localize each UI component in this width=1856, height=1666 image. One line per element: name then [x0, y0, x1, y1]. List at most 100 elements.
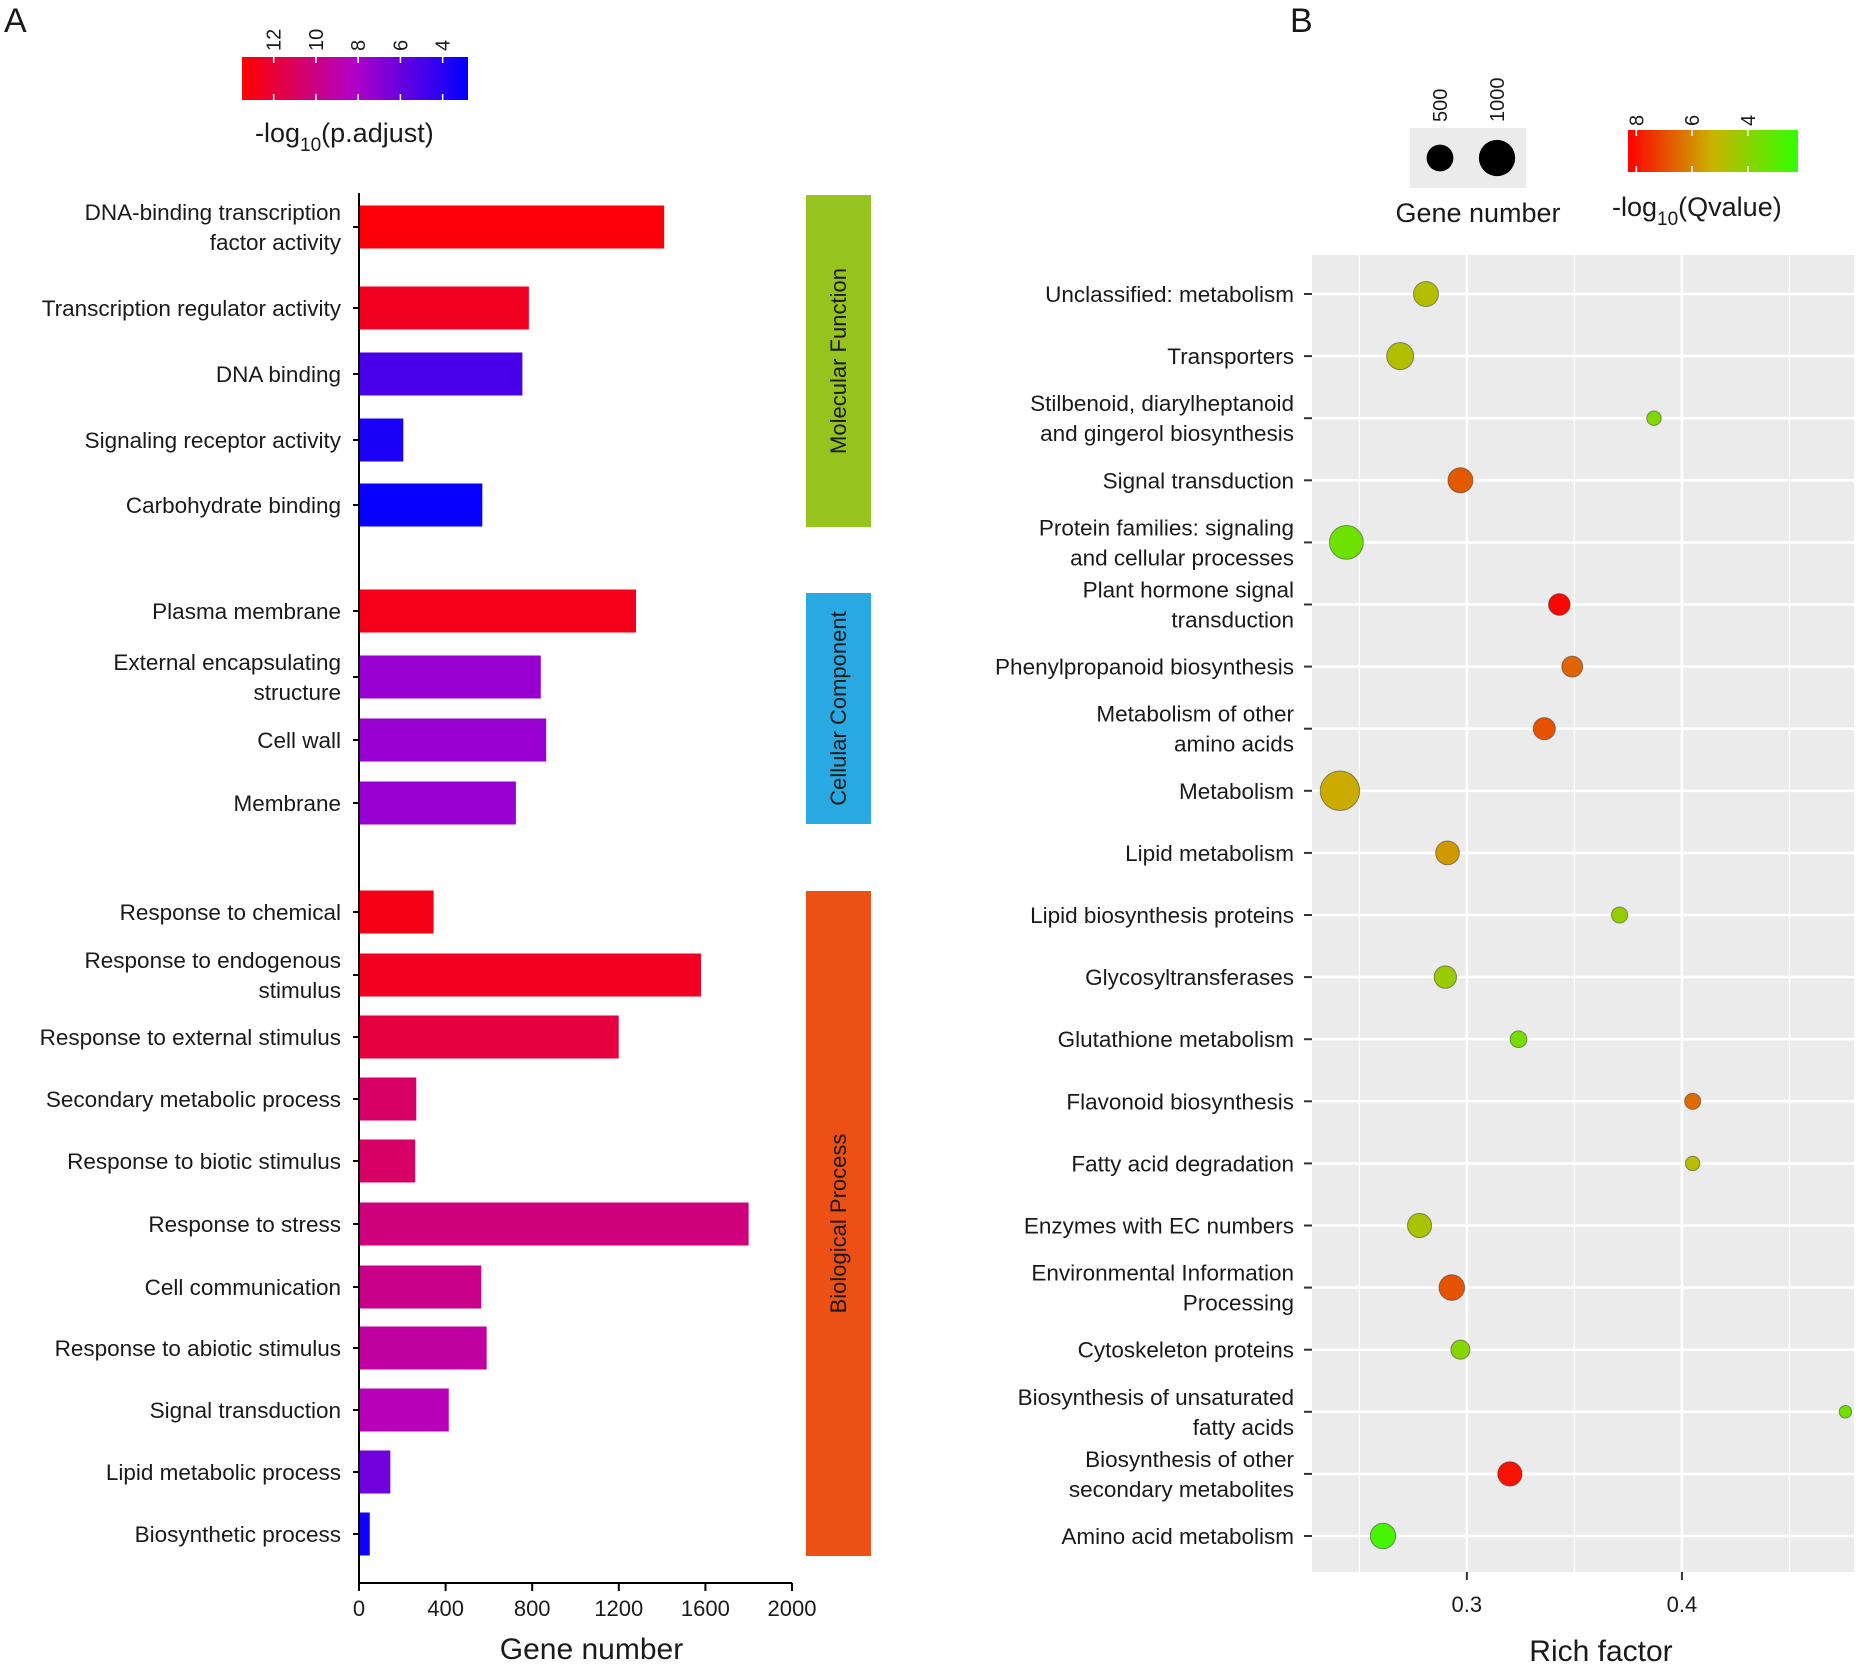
bubble-point — [1319, 770, 1361, 812]
bar-category-label: Plasma membrane — [152, 599, 341, 624]
bubble-point — [1548, 593, 1571, 616]
bar — [360, 1139, 416, 1183]
bar-category-label: Transcription regulator activity — [42, 296, 342, 321]
bubble-point — [1413, 281, 1439, 307]
bar — [360, 781, 516, 825]
bar — [360, 1326, 487, 1370]
bar-category-label: Response to abiotic stimulus — [55, 1336, 341, 1361]
pathway-label: Environmental Information Processing — [1031, 1261, 1294, 1316]
pathway-label: Glycosyltransferases — [1085, 965, 1294, 990]
bubble-point — [1386, 342, 1415, 371]
pathway-label: Biosynthesis of unsaturated fatty acids — [1018, 1385, 1294, 1440]
bubble-chart: 0.3 0.4 Rich factor Unclassified: metabolis… — [995, 255, 1854, 1666]
qvalue-tick-label: 4 — [1738, 115, 1760, 126]
bar-category-label: DNA binding — [216, 362, 341, 387]
pathway-label: Amino acid metabolism — [1061, 1524, 1294, 1549]
bubble-point — [1561, 655, 1584, 678]
bar — [360, 1450, 391, 1494]
pathway-label: Lipid metabolism — [1125, 841, 1294, 866]
bar — [360, 1077, 417, 1121]
pathway-label: Unclassified: metabolism — [1045, 282, 1294, 307]
pathway-label: Flavonoid biosynthesis — [1066, 1089, 1294, 1114]
bar-chart: 0 400 800 1200 1600 2000 Gene number DNA-bindin… — [40, 193, 817, 1666]
bubble-point — [1433, 965, 1458, 989]
panel-a-letter: A — [4, 2, 27, 40]
bar-category-label: Signal transduction — [150, 1398, 341, 1423]
padj-tick-label: 10 — [306, 29, 328, 51]
x-tick-label: 800 — [514, 1596, 551, 1621]
bubble-point — [1497, 1461, 1523, 1487]
pathway-label: Stilbenoid, diarylheptanoid and gingerol … — [1030, 391, 1294, 446]
bar — [360, 1202, 749, 1246]
bubble-point — [1611, 906, 1629, 924]
bar-category-label: Biosynthetic process — [135, 1522, 341, 1547]
pathway-label: Signal transduction — [1103, 468, 1294, 493]
pathway-label: Phenylpropanoid biosynthesis — [995, 655, 1294, 680]
gene-number-size-legend: 500 1000 Gene number — [1395, 78, 1560, 229]
bubble-point — [1532, 717, 1556, 741]
bubble-point — [1406, 1212, 1433, 1239]
pathway-label: Cytoskeleton proteins — [1078, 1338, 1294, 1363]
bar-category-label: Lipid metabolic process — [106, 1460, 341, 1485]
pathway-label: Enzymes with EC numbers — [1024, 1214, 1294, 1239]
bubble-point — [1447, 467, 1474, 494]
panel-a: A 12 10 8 6 4 -log10(p.adjust) 0 400 800 1200 16… — [4, 2, 871, 1666]
bar-category-label: Response to external stimulus — [40, 1025, 341, 1050]
pathway-label: Transporters — [1167, 344, 1294, 369]
size-legend-circle — [1426, 144, 1454, 172]
x-tick-label: 0 — [353, 1596, 365, 1621]
pathway-label: Biosynthesis of other secondary metabolit… — [1069, 1447, 1295, 1502]
bar — [360, 890, 434, 934]
pathway-label: Metabolism of other amino acids — [1096, 702, 1294, 757]
panel-b-letter: B — [1290, 2, 1313, 40]
bar-category-label: External encapsulating structure — [113, 650, 341, 705]
padj-color-legend: 12 10 8 6 4 -log10(p.adjust) — [242, 29, 468, 156]
padj-colorbar — [242, 57, 468, 100]
bar-category-label: DNA-binding transcription factor activity — [85, 200, 342, 255]
padj-legend-title: -log10(p.adjust) — [255, 118, 434, 156]
bar — [360, 589, 637, 633]
bar-category-label: Response to chemical — [120, 900, 341, 925]
bar-category-label: Response to stress — [148, 1212, 341, 1237]
bar — [360, 1015, 619, 1059]
qvalue-tick-label: 6 — [1682, 115, 1704, 126]
bubble-point — [1838, 1405, 1853, 1419]
padj-tick-label: 8 — [348, 40, 370, 51]
go-category-bar — [806, 891, 871, 1556]
bar — [360, 1388, 449, 1432]
bar-category-label: Response to biotic stimulus — [67, 1149, 341, 1174]
x-tick-label: 0.3 — [1452, 1592, 1483, 1617]
bar-category-label: Cell communication — [145, 1275, 341, 1300]
bar-category-label: Cell wall — [257, 728, 341, 753]
pathway-label: Protein families: signaling and cellular … — [1039, 515, 1294, 570]
bar-category-label: Response to endogenous stimulus — [85, 948, 341, 1003]
bar — [360, 205, 665, 249]
bar — [360, 1265, 482, 1309]
pathway-label: Lipid biosynthesis proteins — [1030, 903, 1294, 928]
bubble-point — [1684, 1155, 1701, 1172]
pathway-label: Glutathione metabolism — [1058, 1027, 1294, 1052]
go-category-bar — [806, 593, 871, 824]
bar — [360, 718, 547, 762]
plot-background — [1312, 255, 1854, 1572]
bar-category-label: Secondary metabolic process — [46, 1087, 341, 1112]
x-tick-label: 1600 — [681, 1596, 730, 1621]
x-axis-title: Gene number — [500, 1633, 683, 1666]
x-tick-label: 2000 — [768, 1596, 817, 1621]
padj-tick-label: 4 — [433, 40, 455, 51]
go-category-label: Biological Process — [826, 1134, 851, 1314]
go-category-label: Cellular Component — [826, 611, 851, 805]
qvalue-tick-label: 8 — [1626, 115, 1648, 126]
padj-tick-label: 12 — [264, 29, 286, 51]
bar — [360, 483, 483, 527]
size-legend-circle — [1478, 139, 1516, 177]
bar — [360, 953, 701, 997]
x-tick-label: 0.4 — [1667, 1592, 1698, 1617]
bar-category-label: Carbohydrate binding — [126, 493, 341, 518]
go-category-label: Molecular Function — [826, 268, 851, 454]
go-category-bar — [806, 195, 871, 527]
qvalue-legend-title: -log10(Qvalue) — [1612, 192, 1782, 230]
size-legend-tick-label: 500 — [1430, 89, 1452, 122]
bar — [360, 1512, 370, 1556]
